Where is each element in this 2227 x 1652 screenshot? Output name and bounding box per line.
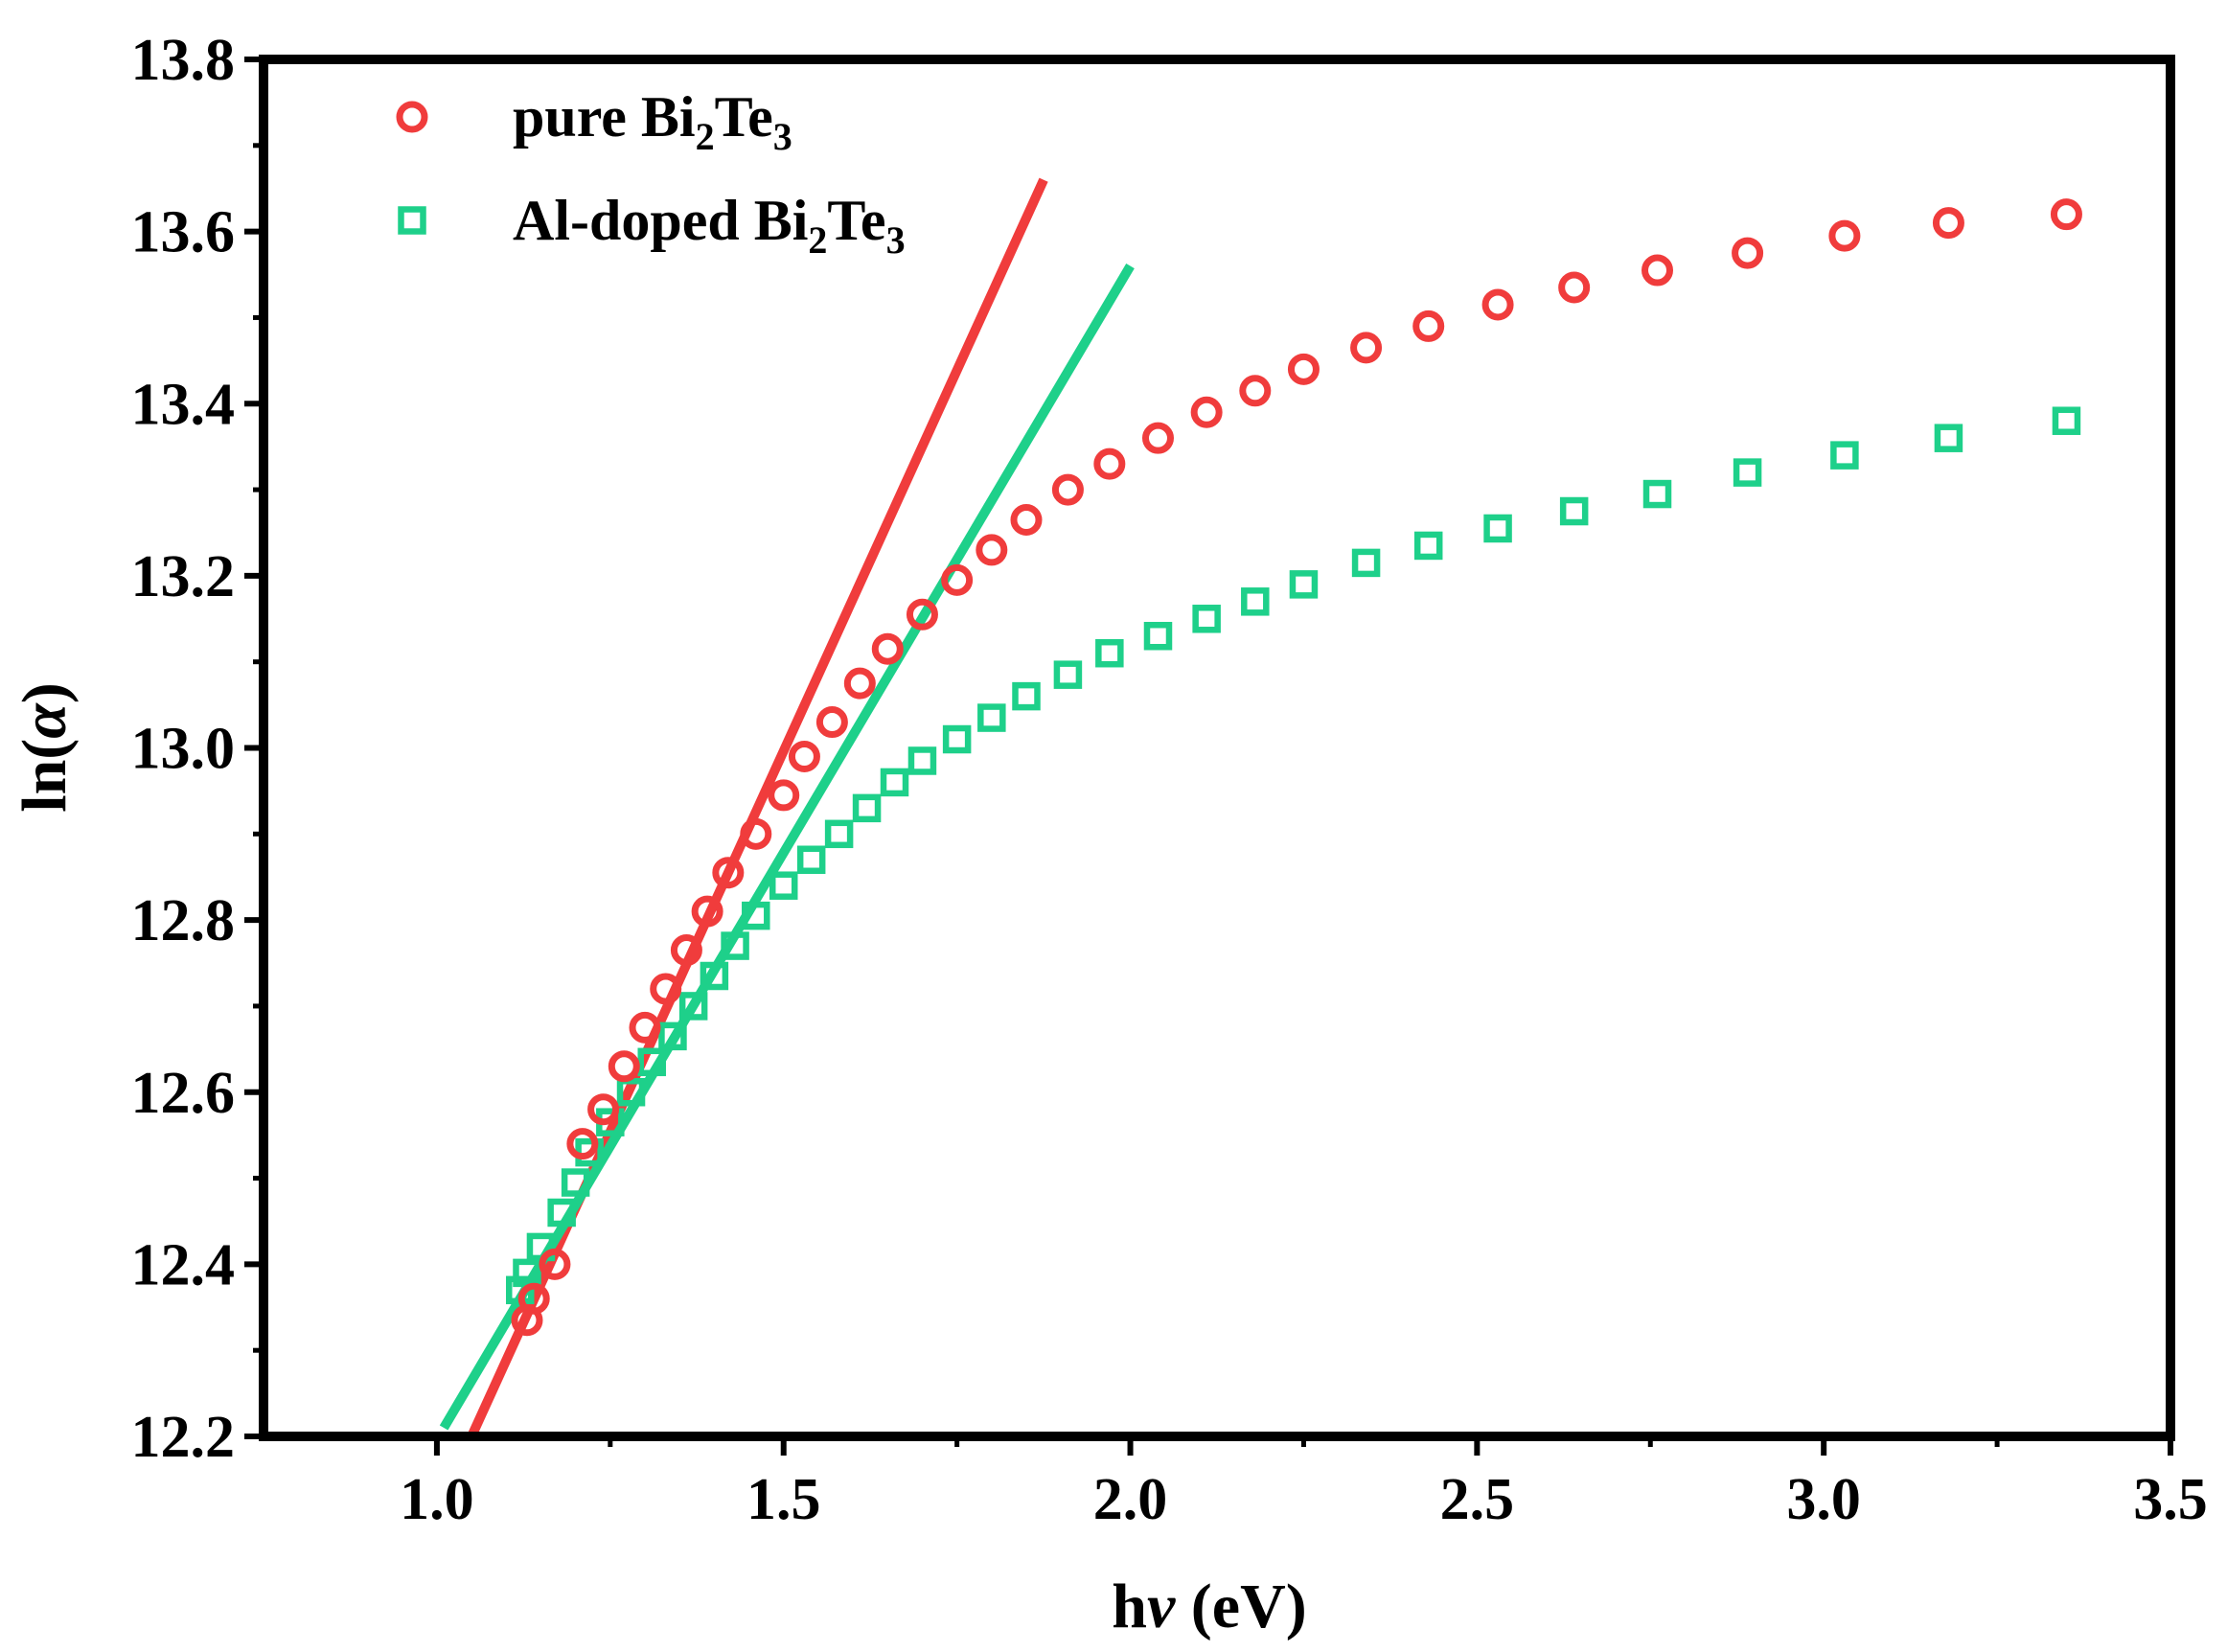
data-point-circle [1093, 447, 1126, 480]
y-tick-label: 13.4 [131, 372, 236, 437]
data-point-circle [1828, 219, 1861, 252]
data-point-square [721, 931, 749, 960]
data-point-circle [788, 740, 820, 772]
ticks-layer: 1.0 1.5 2.0 2.5 3.0 3.5 12.2 12.4 12.6 12.8 13.0 13… [131, 28, 2208, 1532]
data-point-square [769, 871, 798, 900]
data-point-square [1241, 587, 1270, 616]
data-point-circle [712, 857, 745, 889]
data-point-square [513, 1258, 541, 1288]
y-tick-label: 13.2 [131, 544, 236, 609]
y-tick-label: 13.6 [131, 200, 236, 265]
fit-lines-layer [439, 177, 1135, 1439]
y-tick-label: 12.6 [131, 1061, 236, 1126]
data-point-circle [566, 1128, 599, 1160]
x-tick-label: 3.5 [2133, 1467, 2208, 1532]
data-point-circle [1732, 237, 1764, 269]
data-point-circle [1558, 271, 1591, 304]
legend: pure Bi2Te3 Al-doped Bi2Te3 [396, 85, 906, 262]
y-tick-label: 12.4 [131, 1232, 236, 1297]
x-tick-label: 3.0 [1786, 1467, 1861, 1532]
data-point-circle [1481, 288, 1514, 321]
data-point-circle [691, 895, 723, 928]
y-axis-title: ln(α) [10, 682, 80, 813]
data-point-circle [815, 706, 848, 739]
legend-label: pure Bi2Te3 [513, 85, 792, 158]
data-point-circle [871, 632, 904, 665]
legend-marker-circle [396, 101, 428, 133]
data-point-circle [650, 973, 682, 1005]
data-point-circle [1350, 332, 1383, 364]
fit-line [467, 177, 1048, 1439]
x-tick-label: 2.0 [1093, 1467, 1168, 1532]
legend-marker-square [398, 206, 426, 235]
data-point-circle [539, 1248, 571, 1280]
data-point-square [1012, 681, 1041, 711]
data-point-square [678, 992, 708, 1021]
x-axis-title: hν (eV) [1112, 1572, 1306, 1641]
data-point-circle [1642, 254, 1674, 287]
legend-label: Al-doped Bi2Te3 [513, 189, 906, 262]
data-point-circle [629, 1011, 661, 1044]
data-point-circle [843, 667, 876, 700]
data-point-circle [1190, 396, 1223, 428]
data-point-square [658, 1021, 687, 1051]
x-tick-label: 1.0 [400, 1467, 474, 1532]
data-point-square [1830, 441, 1859, 470]
data-point-square [742, 901, 770, 930]
data-point-circle [941, 563, 974, 596]
data-point-circle [517, 1282, 550, 1315]
data-points-layer [505, 198, 2082, 1337]
data-point-circle [768, 779, 800, 812]
data-point-square [1642, 479, 1672, 509]
fit-line [439, 264, 1135, 1431]
data-point-square [1053, 660, 1083, 689]
data-point-square [1351, 548, 1381, 578]
y-tick-label: 12.2 [131, 1405, 236, 1470]
data-point-square [852, 793, 882, 823]
data-point-square [637, 1047, 666, 1077]
data-point-circle [1010, 503, 1043, 536]
data-point-circle [670, 934, 702, 967]
data-point-square [700, 961, 729, 991]
data-point-square [1733, 458, 1762, 487]
data-point-square [1934, 424, 1963, 452]
y-tick-label: 13.0 [131, 717, 236, 782]
y-tick-label: 12.8 [131, 888, 236, 953]
data-point-circle [1412, 310, 1445, 342]
data-point-circle [2050, 198, 2082, 231]
x-tick-label: 1.5 [746, 1467, 821, 1532]
x-tick-label: 2.5 [1440, 1467, 1515, 1532]
data-point-square [907, 746, 937, 775]
data-point-square [880, 768, 909, 797]
data-point-square [1095, 638, 1124, 668]
data-point-square [1143, 621, 1173, 651]
data-point-circle [1051, 473, 1084, 506]
data-point-square [2052, 406, 2081, 435]
data-point-circle [1239, 375, 1272, 407]
data-point-square [796, 845, 826, 875]
data-point-square [942, 724, 972, 754]
data-point-square [1559, 496, 1589, 526]
data-point-square [1192, 605, 1221, 633]
data-point-square [1483, 514, 1512, 543]
data-point-square [977, 703, 1006, 732]
data-point-square [561, 1168, 590, 1197]
data-point-circle [976, 534, 1008, 566]
data-point-square [1413, 531, 1443, 561]
data-point-square [547, 1198, 576, 1228]
data-point-circle [740, 817, 772, 850]
data-point-circle [1932, 207, 1964, 240]
data-point-square [824, 819, 854, 849]
data-point-circle [608, 1050, 640, 1083]
data-point-circle [1141, 422, 1174, 454]
y-tick-label: 13.8 [131, 28, 236, 93]
data-point-square [1289, 570, 1319, 599]
data-point-circle [906, 598, 938, 631]
data-point-circle [1287, 353, 1320, 385]
data-point-square [616, 1078, 646, 1107]
plot-frame [259, 55, 2175, 1441]
data-point-circle [587, 1093, 620, 1126]
